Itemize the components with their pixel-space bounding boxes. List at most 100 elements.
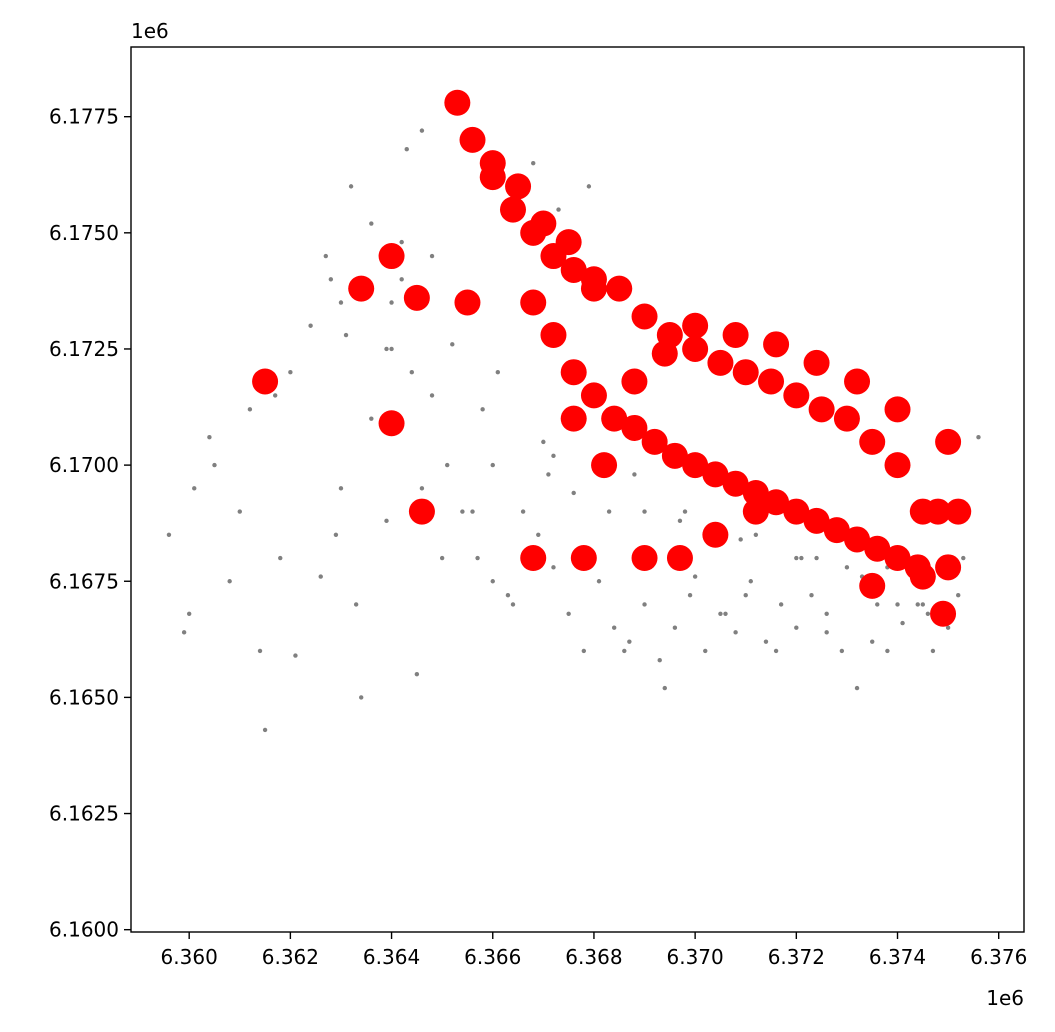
gray-point <box>531 160 536 166</box>
red-point <box>722 322 749 349</box>
red-point <box>520 289 547 316</box>
gray-point <box>606 509 612 514</box>
gray-point <box>333 532 339 537</box>
gray-point <box>586 184 592 189</box>
red-point <box>479 164 506 191</box>
red-point <box>444 89 471 116</box>
gray-point <box>399 277 404 282</box>
red-point <box>631 303 658 330</box>
red-point <box>783 498 810 525</box>
y-axis-ticks: 6.1600 6.1625 6.1650 6.1675 6.1700 6.1725 6.17… <box>49 105 131 942</box>
gray-point <box>475 555 480 561</box>
red-point <box>702 521 729 548</box>
gray-point <box>409 369 415 375</box>
gray-point <box>799 555 804 561</box>
red-point <box>403 284 430 311</box>
gray-point <box>738 537 743 542</box>
gray-point <box>429 253 435 259</box>
gray-point <box>794 625 799 630</box>
red-point <box>884 396 911 423</box>
red-point <box>651 340 678 367</box>
gray-point <box>429 393 435 398</box>
red-point <box>631 545 658 572</box>
y-tick-label: 6.1725 <box>49 337 119 361</box>
red-point <box>560 405 587 432</box>
gray-point <box>642 602 647 607</box>
red-point <box>666 545 693 572</box>
gray-point <box>192 486 197 491</box>
gray-point <box>257 648 263 654</box>
gray-point <box>520 509 526 514</box>
red-point <box>859 428 886 455</box>
gray-point <box>809 592 814 598</box>
red-point <box>884 545 911 572</box>
red-point <box>641 428 668 455</box>
gray-point <box>748 579 753 584</box>
gray-point <box>677 518 683 524</box>
gray-point <box>692 574 698 579</box>
y-tick-label: 6.1750 <box>49 221 119 245</box>
red-point <box>570 545 597 572</box>
red-point <box>742 479 769 506</box>
gray-point <box>384 518 389 524</box>
gray-point <box>763 639 769 644</box>
red-point <box>505 173 532 200</box>
gray-point <box>470 509 475 514</box>
gray-point <box>439 555 445 561</box>
gray-point <box>703 648 708 654</box>
red-point <box>763 331 790 358</box>
gray-point <box>399 239 404 245</box>
gray-point <box>505 592 511 598</box>
red-point <box>844 526 871 553</box>
red-point <box>722 470 749 497</box>
gray-point <box>404 147 409 152</box>
gray-point <box>976 435 981 440</box>
gray-point <box>237 509 242 514</box>
y-tick-label: 6.1675 <box>49 569 119 593</box>
gray-point <box>384 346 389 352</box>
red-point <box>864 535 891 562</box>
red-point <box>833 405 860 432</box>
gray-point <box>272 393 278 398</box>
gray-point <box>596 579 602 584</box>
gray-point <box>814 555 819 561</box>
red-point <box>945 498 972 525</box>
y-tick-label: 6.1600 <box>49 918 119 942</box>
red-point <box>601 405 628 432</box>
gray-point <box>870 639 875 644</box>
x-offset-label: 1e6 <box>986 986 1024 1010</box>
gray-point <box>318 574 323 579</box>
red-point <box>884 452 911 479</box>
gray-point <box>227 579 232 584</box>
gray-point <box>414 671 420 677</box>
red-point <box>606 275 633 302</box>
x-tick-label: 6.376 <box>970 945 1027 969</box>
gray-point <box>308 323 313 328</box>
red-point <box>930 600 957 627</box>
gray-point <box>551 453 556 459</box>
gray-point <box>895 602 900 607</box>
y-tick-label: 6.1650 <box>49 685 119 709</box>
gray-point <box>885 648 890 654</box>
red-point <box>540 243 567 270</box>
red-point <box>499 196 526 223</box>
plot-frame <box>130 46 1025 933</box>
gray-point <box>343 332 349 338</box>
x-tick-label: 6.370 <box>667 945 724 969</box>
red-point <box>580 382 607 409</box>
red-point <box>707 349 734 376</box>
points-layer <box>166 89 981 733</box>
gray-point <box>207 435 212 440</box>
gray-point <box>369 221 374 226</box>
red-point <box>378 243 405 270</box>
y-tick-label: 6.1625 <box>49 802 119 826</box>
red-point <box>803 349 830 376</box>
gray-point <box>323 253 328 259</box>
gray-point <box>875 602 880 607</box>
gray-point <box>338 300 344 305</box>
red-point <box>702 461 729 488</box>
gray-point <box>778 602 784 607</box>
gray-point <box>328 277 334 282</box>
